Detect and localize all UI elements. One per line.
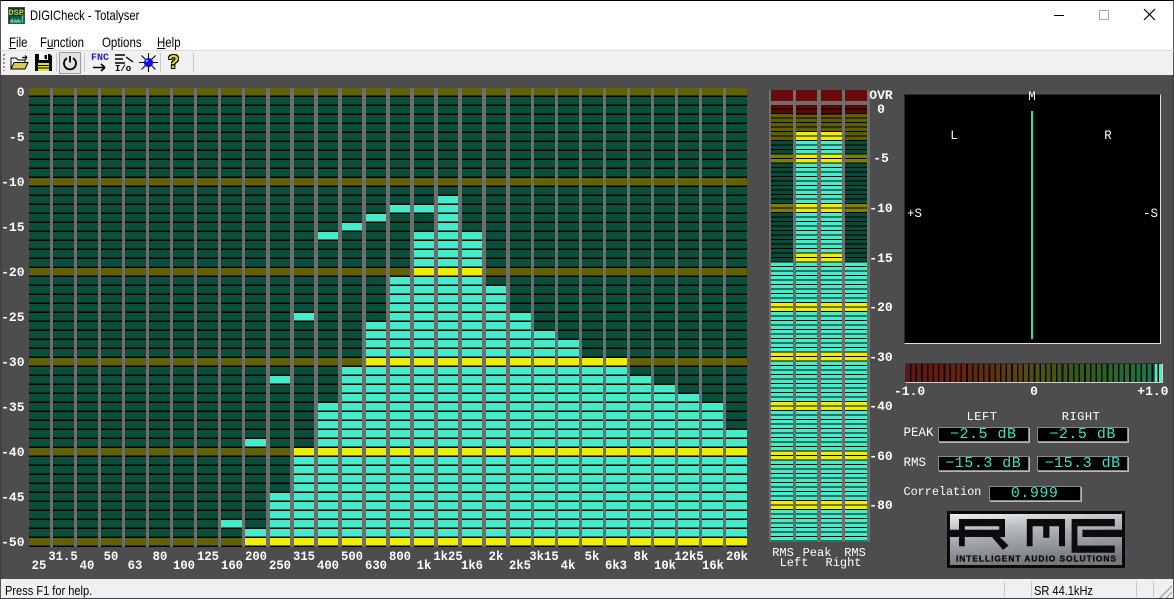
svg-text:DSP: DSP xyxy=(9,8,24,18)
svg-text:I/o: I/o xyxy=(115,64,131,72)
svg-text:INTELLIGENT AUDIO SOLUTIONS: INTELLIGENT AUDIO SOLUTIONS xyxy=(956,553,1116,563)
